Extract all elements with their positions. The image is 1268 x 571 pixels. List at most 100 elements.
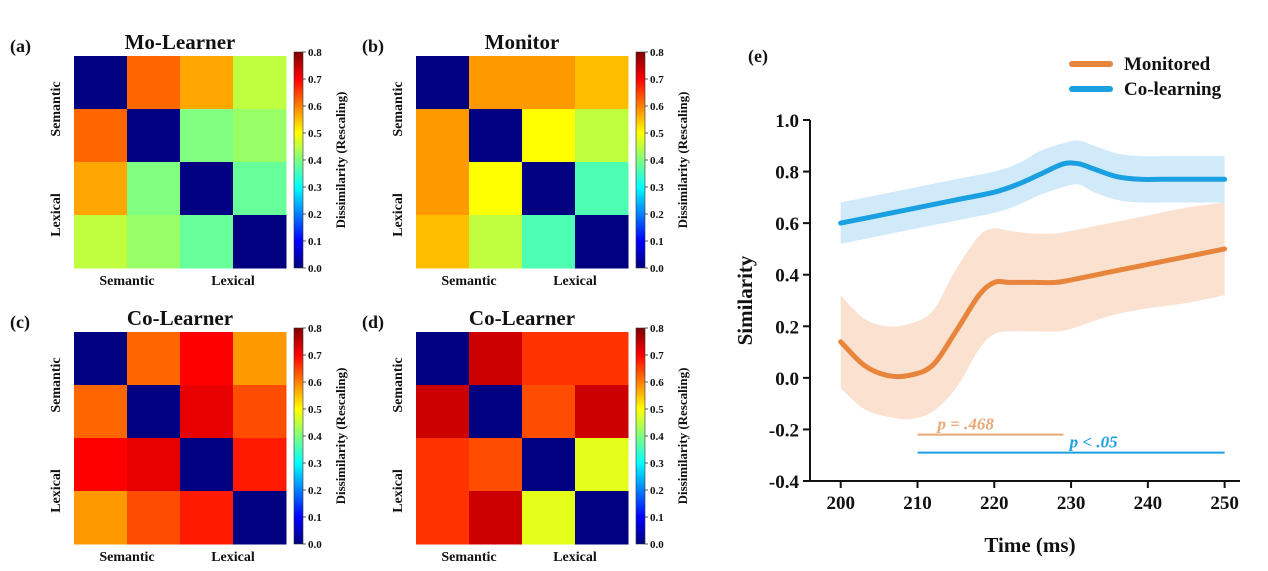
heatmap-cell	[180, 385, 234, 439]
x-tick-label: 220	[980, 493, 1009, 514]
x-tick-label: 230	[1057, 493, 1086, 514]
y-tick-label: 1.0	[775, 111, 799, 132]
colorbar-tick-label: 0.0	[650, 539, 664, 551]
heatmap-title: Mo-Learner	[125, 30, 236, 54]
colorbar-tick-label: 0.3	[650, 182, 664, 194]
heatmap-panel-2: (b) Monitor Semantic Lexical Semantic Lexical…	[362, 30, 690, 289]
heatmap-cell	[575, 215, 629, 269]
series-line	[838, 246, 1228, 380]
heatmap-cell	[575, 162, 629, 216]
heatmap-cell	[522, 56, 576, 110]
heatmap-y-label: Lexical	[49, 469, 64, 513]
y-tick-label: -0.2	[769, 420, 799, 441]
colorbar-tick-label: 0.5	[650, 404, 664, 416]
heatmap-title: Co-Learner	[127, 306, 233, 330]
colorbar-tick-label: 0.7	[308, 350, 322, 362]
colorbar-tick-label: 0.0	[308, 263, 322, 275]
panel-label: (a)	[10, 36, 31, 57]
heatmap-cell	[522, 385, 576, 439]
heatmap-cell	[469, 491, 523, 545]
heatmap-y-label: Semantic	[49, 81, 64, 136]
heatmap-cell	[233, 162, 287, 216]
colorbar-tick-label: 0.6	[650, 377, 664, 389]
heatmap-cell	[575, 332, 629, 386]
y-tick-label: 0.8	[775, 163, 799, 184]
heatmap-y-label: Lexical	[391, 193, 406, 237]
heatmap-cell	[180, 438, 234, 492]
heatmap-cell	[74, 162, 128, 216]
colorbar-tick-label: 0.2	[650, 209, 664, 221]
colorbar-tick-label: 0.3	[308, 182, 322, 194]
heatmap-cell	[575, 491, 629, 545]
line-chart-panel: (e) -0.4 -0.2 0.0 0.2 0.4 0.6 0.8 1.0 200 210 220 23…	[733, 46, 1240, 557]
colorbar-tick-label: 0.4	[650, 155, 664, 167]
heatmap-cell	[233, 109, 287, 163]
heatmap-cell	[74, 491, 128, 545]
heatmap-cell	[127, 56, 181, 110]
heatmap-cell	[416, 385, 470, 439]
colorbar-label: Dissimilarity (Rescaling)	[333, 368, 348, 505]
heatmap-cell	[127, 438, 181, 492]
colorbar-tick-label: 0.1	[308, 512, 322, 524]
x-tick-label: 210	[903, 493, 932, 514]
colorbar	[635, 327, 646, 545]
series-line	[838, 160, 1228, 226]
heatmap-cell	[74, 56, 128, 110]
colorbar-tick-label: 0.8	[308, 323, 322, 335]
heatmap-cell	[180, 109, 234, 163]
heatmap-x-label: Semantic	[99, 550, 154, 565]
heatmap-cell	[469, 162, 523, 216]
heatmap-cell	[74, 438, 128, 492]
heatmap-cell	[127, 215, 181, 269]
heatmap-cell	[416, 215, 470, 269]
heatmap-cell	[575, 56, 629, 110]
heatmap-panel-1: (a) Mo-Learner Semantic Lexical Semantic Lexi…	[10, 30, 348, 289]
colorbar-tick-label: 0.1	[650, 512, 664, 524]
heatmap-cell	[180, 215, 234, 269]
colorbar-tick-label: 0.6	[308, 377, 322, 389]
y-tick-label: -0.4	[769, 472, 800, 493]
heatmap-cell	[180, 56, 234, 110]
heatmap-cell	[416, 162, 470, 216]
legend-label: Monitored	[1124, 54, 1211, 75]
heatmap-y-label: Lexical	[49, 193, 64, 237]
colorbar-tick-label: 0.2	[308, 485, 322, 497]
panel-label: (e)	[748, 46, 768, 67]
heatmap-cell	[575, 385, 629, 439]
colorbar-tick-label: 0.5	[308, 128, 322, 140]
heatmap-x-label: Lexical	[553, 274, 597, 289]
colorbar-tick-label: 0.7	[650, 350, 664, 362]
x-tick-label: 200	[826, 493, 855, 514]
heatmap-cell	[127, 385, 181, 439]
heatmap-cell	[469, 438, 523, 492]
y-tick-label: 0.2	[775, 317, 799, 338]
heatmap-cell	[469, 109, 523, 163]
heatmap-cell	[416, 491, 470, 545]
colorbar-tick-label: 0.8	[650, 47, 664, 59]
heatmap-cell	[522, 332, 576, 386]
panel-label: (d)	[362, 312, 384, 333]
heatmap-cell	[74, 332, 128, 386]
x-tick-label: 250	[1210, 493, 1239, 514]
colorbar	[293, 327, 304, 545]
heatmap-panel-4: (d) Co-Learner Semantic Lexical Semantic Lexi…	[362, 306, 690, 565]
panel-label: (c)	[10, 312, 30, 333]
heatmap-title: Monitor	[485, 30, 560, 54]
heatmap-cell	[575, 438, 629, 492]
heatmap-cell	[416, 56, 470, 110]
colorbar-tick-label: 0.1	[308, 236, 322, 248]
heatmap-x-label: Lexical	[211, 274, 255, 289]
colorbar-tick-label: 0.7	[650, 74, 664, 86]
heatmap-cell	[233, 215, 287, 269]
colorbar-tick-label: 0.8	[308, 47, 322, 59]
colorbar	[293, 51, 304, 269]
heatmap-y-label: Lexical	[391, 469, 406, 513]
confidence-band	[840, 140, 1225, 244]
colorbar-tick-label: 0.4	[308, 155, 322, 167]
heatmap-y-label: Semantic	[391, 357, 406, 412]
heatmap-cell	[233, 332, 287, 386]
heatmap-cell	[469, 215, 523, 269]
colorbar-tick-label: 0.1	[650, 236, 664, 248]
colorbar	[635, 51, 646, 269]
